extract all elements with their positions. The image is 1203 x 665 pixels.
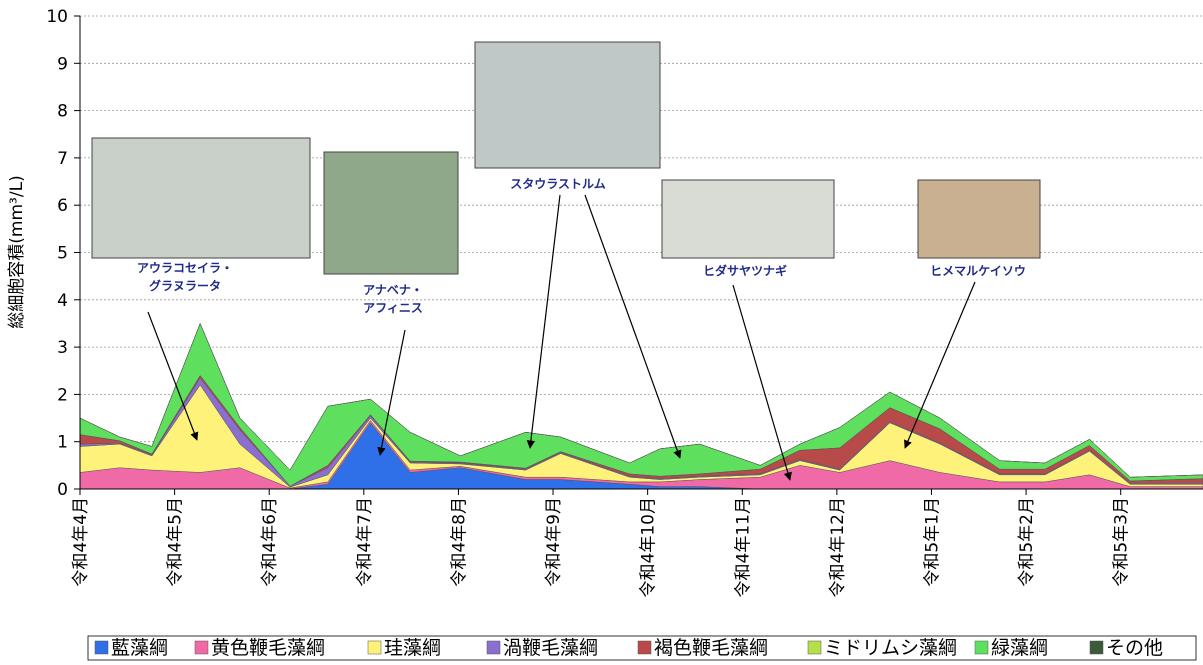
annotation: アウラコセイラ・ bbox=[137, 261, 233, 275]
y-tick-label: 9 bbox=[57, 54, 68, 74]
y-tick-label: 5 bbox=[57, 244, 68, 264]
y-tick-label: 2 bbox=[57, 385, 68, 405]
arrow bbox=[584, 194, 682, 459]
photo bbox=[917, 179, 1041, 259]
legend-swatch bbox=[637, 640, 652, 655]
area bbox=[79, 322, 1203, 478]
legend-swatch bbox=[367, 640, 382, 655]
x-tick-label: 令和4年6月 bbox=[260, 497, 280, 587]
arrows bbox=[147, 194, 976, 481]
annotation: ヒダサヤツナギ bbox=[703, 263, 787, 278]
legend-swatch bbox=[94, 640, 109, 655]
photo bbox=[91, 137, 311, 259]
x-tick-label: 令和5年1月 bbox=[922, 497, 942, 587]
y-tick-label: 3 bbox=[57, 338, 68, 358]
annotation: グラヌラータ bbox=[149, 278, 221, 293]
arrow bbox=[377, 329, 406, 456]
annotation: スタウラストルム bbox=[510, 177, 606, 191]
legend-label: 緑藻綱 bbox=[991, 637, 1048, 659]
x-tick-label: 令和4年12月 bbox=[828, 497, 848, 597]
legend-label: ミドリムシ藻綱 bbox=[824, 637, 957, 659]
y-tick-label: 0 bbox=[57, 480, 68, 500]
x-tick-label: 令和5年2月 bbox=[1017, 497, 1037, 587]
photo bbox=[661, 179, 835, 259]
legend-label: 珪藻綱 bbox=[384, 637, 441, 659]
legend-swatch bbox=[974, 640, 989, 655]
x-tick-label: 令和4年8月 bbox=[449, 497, 469, 587]
x-tick-label: 令和4年9月 bbox=[544, 497, 564, 587]
x-tick-label: 令和4年11月 bbox=[733, 497, 753, 597]
photo bbox=[323, 151, 459, 275]
annotation: ヒメマルケイソウ bbox=[930, 264, 1026, 278]
y-tick-label: 8 bbox=[57, 102, 68, 122]
legend-swatch bbox=[1089, 640, 1104, 655]
legend-label: 藍藻綱 bbox=[111, 637, 168, 659]
y-tick-label: 1 bbox=[57, 433, 68, 453]
arrow bbox=[732, 284, 792, 481]
y-tick-label: 10 bbox=[46, 7, 68, 27]
y-tick-label: 4 bbox=[57, 291, 68, 311]
x-tick-label: 令和4年10月 bbox=[639, 497, 659, 597]
x-tick-label: 令和5年3月 bbox=[1112, 497, 1132, 587]
annotation: アナベナ・ bbox=[363, 283, 423, 297]
y-tick-label: 7 bbox=[57, 149, 68, 169]
legend-label: 褐色鞭毛藻綱 bbox=[654, 637, 768, 659]
legend-frame bbox=[87, 635, 1197, 661]
y-tick-label: 6 bbox=[57, 196, 68, 216]
legend-swatch bbox=[807, 640, 822, 655]
arrow bbox=[526, 194, 561, 449]
annotation: アフィニス bbox=[363, 301, 423, 315]
legend-label: 渦鞭毛藻綱 bbox=[503, 637, 598, 659]
arrow bbox=[147, 311, 199, 441]
photo bbox=[474, 41, 661, 169]
arrow bbox=[904, 281, 976, 449]
legend-label: その他 bbox=[1106, 637, 1163, 659]
x-tick-label: 令和4年4月 bbox=[71, 497, 91, 587]
y-axis-label: 総細胞容積(mm³/L) bbox=[7, 175, 27, 328]
x-tick-label: 令和4年5月 bbox=[166, 497, 186, 587]
legend-swatch bbox=[486, 640, 501, 655]
legend-label: 黄色鞭毛藻綱 bbox=[211, 637, 325, 659]
annotations bbox=[91, 41, 1041, 275]
x-tick-label: 令和4年7月 bbox=[355, 497, 375, 587]
legend-swatch bbox=[194, 640, 209, 655]
